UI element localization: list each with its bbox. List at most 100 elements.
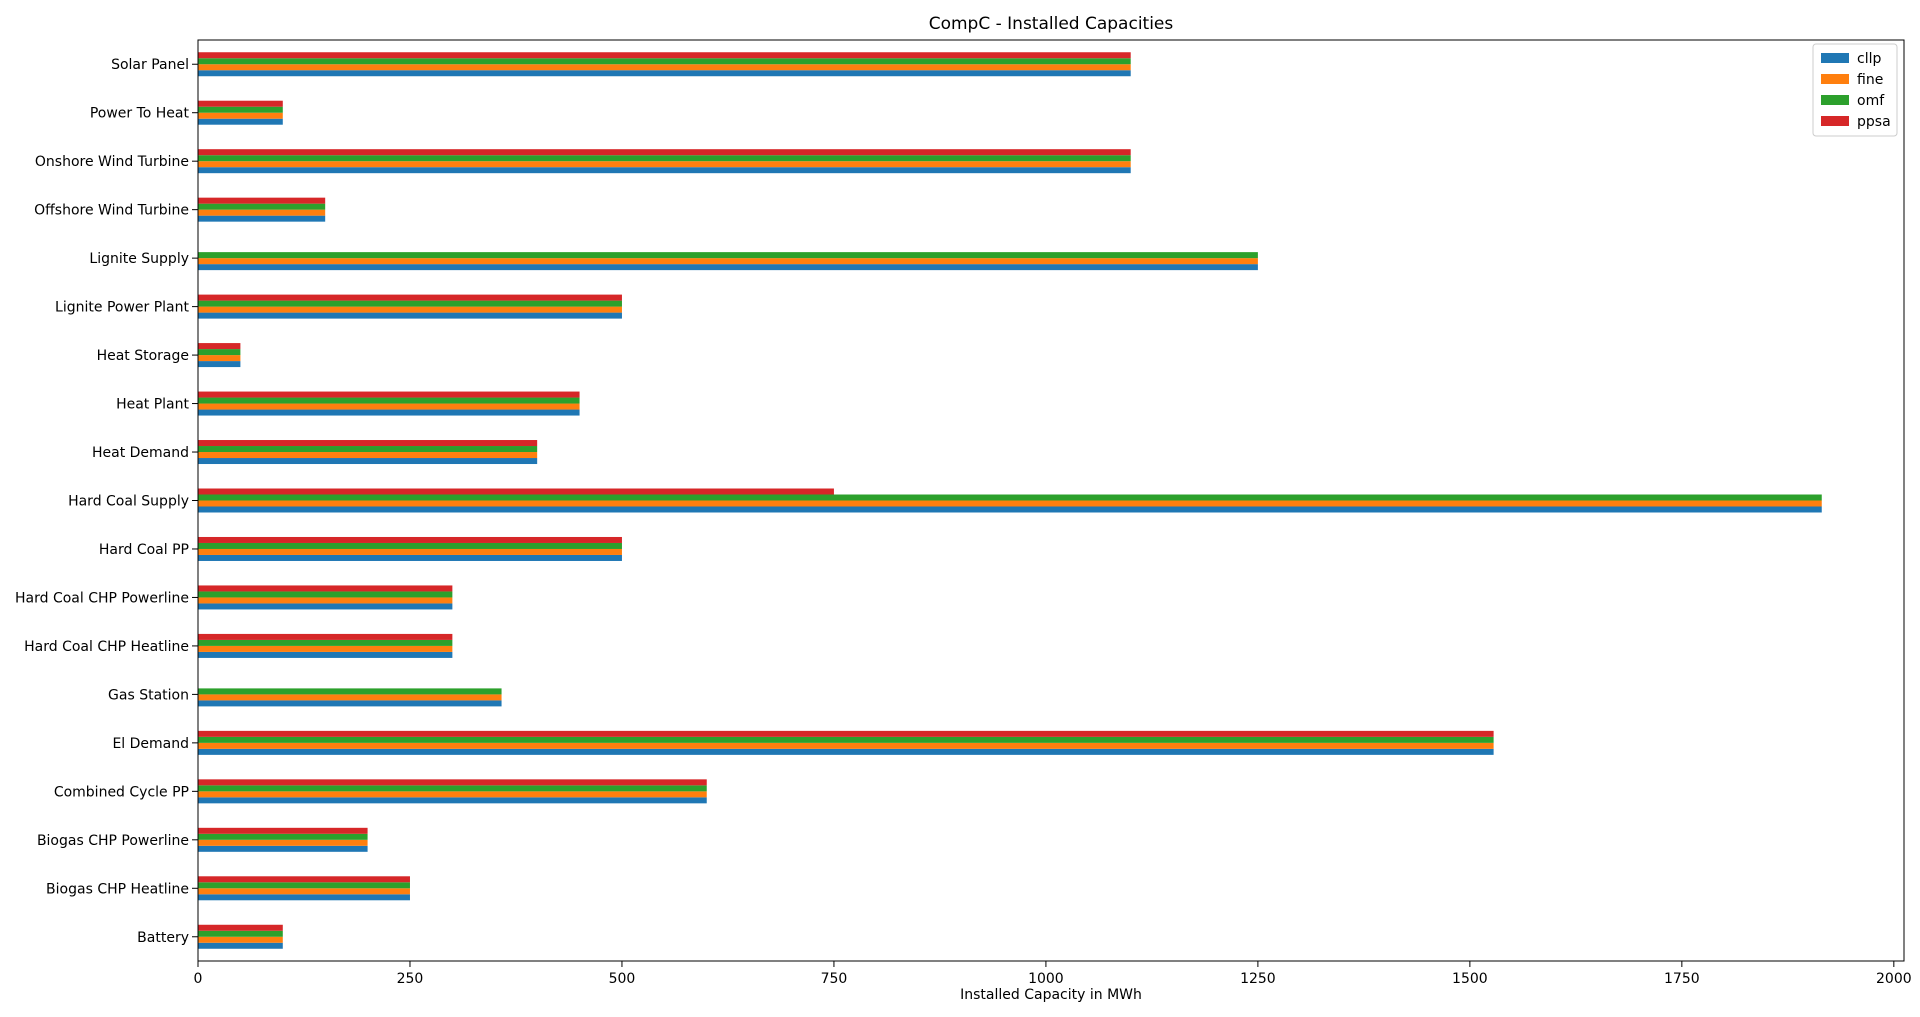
x-tick-label: 500 bbox=[609, 971, 636, 987]
y-tick-label: Heat Plant bbox=[116, 397, 189, 413]
bar-omf-heat-storage bbox=[198, 349, 241, 356]
x-tick-label: 1250 bbox=[1240, 971, 1276, 987]
y-tick-label: Battery bbox=[137, 930, 189, 946]
bar-ppsa-solar-panel bbox=[198, 52, 1131, 59]
y-tick-label: Hard Coal Supply bbox=[68, 494, 189, 510]
legend-label-omf: omf bbox=[1857, 93, 1885, 109]
y-tick-label: Biogas CHP Heatline bbox=[46, 881, 189, 897]
y-tick-label: Combined Cycle PP bbox=[54, 784, 189, 800]
legend: cllp fine omf ppsa bbox=[1812, 43, 1898, 137]
x-tick-label: 0 bbox=[194, 971, 203, 987]
bar-omf-hard-coal-chp-powerline bbox=[198, 591, 453, 598]
bar-cllp-hard-coal-pp bbox=[198, 554, 622, 561]
y-tick-label: Gas Station bbox=[108, 687, 189, 703]
bar-fine-biogas-chp-heatline bbox=[198, 888, 410, 895]
bar-ppsa-biogas-chp-powerline bbox=[198, 827, 368, 834]
bar-omf-combined-cycle-pp bbox=[198, 785, 707, 792]
bar-cllp-heat-storage bbox=[198, 361, 241, 368]
legend-box bbox=[1812, 43, 1898, 137]
bar-cllp-hard-coal-supply bbox=[198, 506, 1822, 513]
bar-fine-gas-station bbox=[198, 694, 502, 701]
bar-fine-heat-demand bbox=[198, 452, 538, 459]
bar-fine-battery bbox=[198, 936, 283, 943]
bar-fine-biogas-chp-powerline bbox=[198, 839, 368, 846]
bar-ppsa-heat-demand bbox=[198, 440, 538, 447]
x-tick-label: 750 bbox=[821, 971, 848, 987]
x-tick-label: 2000 bbox=[1876, 971, 1912, 987]
y-tick-label: Solar Panel bbox=[111, 57, 189, 73]
bar-omf-biogas-chp-powerline bbox=[198, 833, 368, 840]
bar-omf-offshore-wind-turbine bbox=[198, 203, 326, 210]
bar-fine-solar-panel bbox=[198, 64, 1131, 71]
bar-cllp-hard-coal-chp-powerline bbox=[198, 603, 453, 610]
y-tick-label: Lignite Power Plant bbox=[55, 300, 189, 316]
bar-ppsa-offshore-wind-turbine bbox=[198, 197, 326, 204]
bar-omf-hard-coal-chp-heatline bbox=[198, 639, 453, 646]
bar-fine-onshore-wind-turbine bbox=[198, 161, 1131, 168]
bar-omf-hard-coal-supply bbox=[198, 494, 1822, 501]
y-tick-label: Onshore Wind Turbine bbox=[35, 154, 189, 170]
bar-cllp-biogas-chp-heatline bbox=[198, 894, 410, 901]
bars-layer bbox=[198, 52, 1822, 949]
y-tick-label: Lignite Supply bbox=[89, 251, 189, 267]
x-tick-label: 1500 bbox=[1452, 971, 1488, 987]
legend-swatch-cllp bbox=[1821, 53, 1849, 63]
bar-omf-power-to-heat bbox=[198, 106, 283, 113]
bar-fine-hard-coal-chp-heatline bbox=[198, 645, 453, 652]
legend-swatch-omf bbox=[1821, 95, 1849, 105]
bar-fine-power-to-heat bbox=[198, 112, 283, 119]
bar-ppsa-biogas-chp-heatline bbox=[198, 876, 410, 883]
bar-cllp-heat-demand bbox=[198, 458, 538, 465]
bar-ppsa-heat-storage bbox=[198, 343, 241, 350]
x-tick-label: 250 bbox=[397, 971, 424, 987]
y-tick-label: Offshore Wind Turbine bbox=[34, 203, 189, 219]
bar-fine-offshore-wind-turbine bbox=[198, 209, 326, 216]
legend-swatch-ppsa bbox=[1821, 116, 1849, 126]
y-tick-label: Hard Coal CHP Powerline bbox=[15, 590, 189, 606]
bar-fine-combined-cycle-pp bbox=[198, 791, 707, 798]
plot-frame bbox=[197, 39, 1905, 962]
bar-cllp-lignite-power-plant bbox=[198, 312, 622, 319]
bar-ppsa-combined-cycle-pp bbox=[198, 779, 707, 786]
bar-fine-hard-coal-chp-powerline bbox=[198, 597, 453, 604]
bar-fine-hard-coal-supply bbox=[198, 500, 1822, 507]
bar-cllp-el-demand bbox=[198, 748, 1494, 755]
bar-ppsa-onshore-wind-turbine bbox=[198, 149, 1131, 156]
y-tick-label: Hard Coal PP bbox=[99, 542, 189, 558]
bar-omf-hard-coal-pp bbox=[198, 542, 622, 549]
bar-cllp-solar-panel bbox=[198, 70, 1131, 77]
bar-ppsa-el-demand bbox=[198, 730, 1494, 737]
bar-omf-biogas-chp-heatline bbox=[198, 882, 410, 889]
y-tick-label: Heat Demand bbox=[92, 445, 189, 461]
bar-fine-el-demand bbox=[198, 742, 1494, 749]
bar-cllp-lignite-supply bbox=[198, 264, 1258, 271]
bar-ppsa-battery bbox=[198, 924, 283, 931]
bar-fine-lignite-power-plant bbox=[198, 306, 622, 313]
bar-omf-lignite-power-plant bbox=[198, 300, 622, 307]
bar-ppsa-power-to-heat bbox=[198, 100, 283, 107]
bar-omf-lignite-supply bbox=[198, 252, 1258, 259]
x-tick-label: 1000 bbox=[1028, 971, 1064, 987]
bar-fine-hard-coal-pp bbox=[198, 548, 622, 555]
legend-swatch-fine bbox=[1821, 74, 1849, 84]
bar-cllp-hard-coal-chp-heatline bbox=[198, 651, 453, 658]
x-tick-label: 1750 bbox=[1664, 971, 1700, 987]
y-tick-label: El Demand bbox=[112, 736, 189, 752]
bar-cllp-offshore-wind-turbine bbox=[198, 215, 326, 222]
bar-ppsa-hard-coal-pp bbox=[198, 536, 622, 543]
chart-title: CompC - Installed Capacities bbox=[929, 14, 1174, 34]
bar-omf-gas-station bbox=[198, 688, 502, 695]
bar-cllp-battery bbox=[198, 942, 283, 949]
bar-fine-lignite-supply bbox=[198, 258, 1258, 265]
x-axis-label: Installed Capacity in MWh bbox=[960, 987, 1142, 1003]
bar-cllp-biogas-chp-powerline bbox=[198, 845, 368, 852]
legend-label-ppsa: ppsa bbox=[1857, 114, 1891, 130]
legend-label-cllp: cllp bbox=[1857, 51, 1881, 67]
bar-ppsa-hard-coal-supply bbox=[198, 488, 834, 495]
bar-ppsa-lignite-power-plant bbox=[198, 294, 622, 301]
bar-omf-solar-panel bbox=[198, 58, 1131, 65]
bar-omf-el-demand bbox=[198, 736, 1494, 743]
bar-cllp-heat-plant bbox=[198, 409, 580, 416]
